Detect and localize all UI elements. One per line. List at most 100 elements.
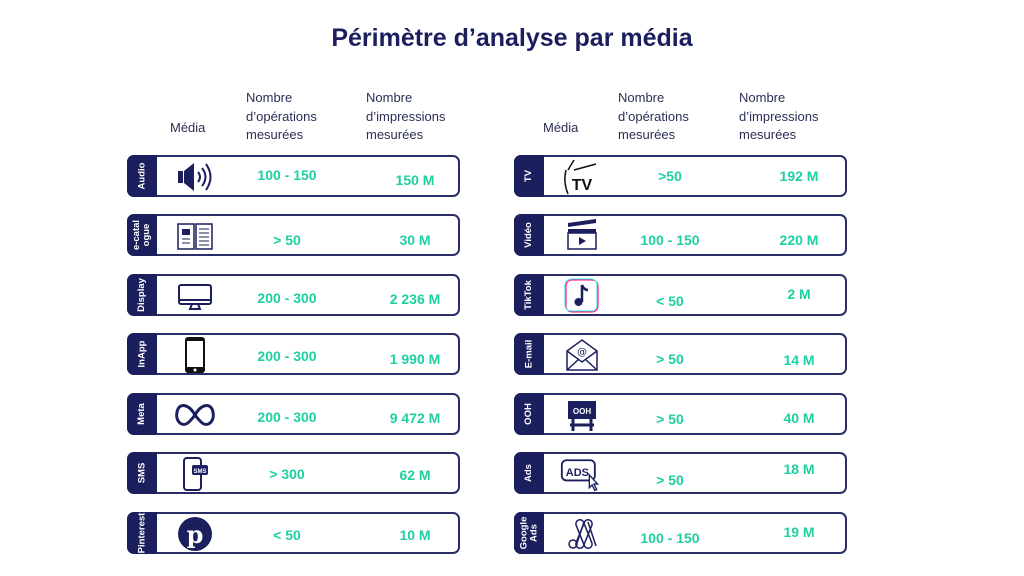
operations-value: > 50 [656,472,684,488]
svg-text:@: @ [577,347,587,358]
impressions-value: 192 M [779,168,819,184]
impressions-value: 2 236 M [389,291,441,307]
media-label: Meta [136,403,147,425]
header-text: mesurées [739,127,797,142]
media-row-pinterest: Pinterest p < 50 10 M [127,512,460,554]
header-text: mesurées [366,127,424,142]
header-operations-right: Nombre d’opérations mesurées [618,89,689,145]
header-text: Nombre [618,90,665,105]
email-icon: @ [560,337,604,373]
media-row-vidéo: Vidéo 100 - 150 220 M [514,214,847,256]
media-label: TikTok [523,280,534,310]
clapperboard-icon [560,218,604,254]
media-label-tab: Audio [127,155,157,197]
operations-value: > 50 [273,232,301,248]
impressions-value: 14 M [783,352,815,368]
media-row-sms: SMS SMS > 300 62 M [127,452,460,494]
impressions-value: 30 M [399,232,431,248]
header-text: d’impressions [739,108,819,124]
media-label: Pinterest [136,512,147,554]
media-row-audio: Audio 100 - 150 150 M [127,155,460,197]
impressions-value: 9 472 M [389,410,441,426]
media-label: Vidéo [522,222,534,248]
tiktok-logo-icon [560,278,604,314]
media-row-tiktok: TikTok < 50 2 M [514,274,847,316]
operations-value: 200 - 300 [257,290,317,306]
ads-click-icon: ADS [560,456,604,492]
impressions-value: 62 M [399,467,431,483]
media-label: InApp [135,340,147,368]
header-text: d’opérations [246,108,317,124]
billboard-icon: OOH [560,397,604,433]
pinterest-logo-icon: p [173,516,217,552]
media-label-tab: E-mail [514,333,544,375]
header-impressions: Nombre d’impressions mesurées [366,89,445,145]
impressions-value: 150 M [395,172,435,188]
impressions-value: 2 M [787,286,811,302]
media-row-inapp: InApp 200 - 300 1 990 M [127,333,460,375]
header-operations: Nombre d’opérations mesurées [246,89,317,145]
impressions-value: 1 990 M [389,351,441,367]
svg-text:OOH: OOH [573,407,591,416]
header-text: Nombre [246,90,293,105]
google-ads-logo-icon [560,516,604,552]
media-label: e-catal ogue [131,219,153,251]
media-label-tab: e-catal ogue [127,214,157,256]
operations-value: 100 - 150 [257,167,317,183]
operations-value: >50 [658,168,682,184]
header-impressions-right: Nombre d’impressions mesurées [739,89,818,145]
smartphone-icon [173,337,217,373]
meta-logo-icon [173,397,217,433]
header-text: mesurées [246,127,304,142]
svg-text:SMS: SMS [193,469,206,475]
header-text: d’opérations [618,108,689,124]
sms-phone-icon: SMS [173,456,217,492]
media-label: SMS [136,462,147,484]
operations-value: > 50 [656,351,684,367]
media-label-tab: Vidéo [514,214,544,256]
impressions-value: 220 M [779,232,819,248]
svg-text:ADS: ADS [566,467,589,479]
media-label: E-mail [522,339,534,369]
header-text: Nombre [366,90,413,105]
operations-value: 200 - 300 [257,409,317,425]
operations-value: > 50 [656,411,684,427]
page-title: Périmètre d’analyse par média [331,24,693,52]
impressions-value: 19 M [783,524,815,540]
speaker-icon [173,159,217,195]
operations-value: < 50 [656,293,684,309]
catalog-book-icon [173,218,217,254]
media-label-tab: Display [127,274,157,316]
media-label: TV [522,169,534,183]
media-label-tab: SMS [127,452,157,494]
tv-icon: TV [560,159,604,195]
media-label: Google Ads [518,516,540,550]
header-text: mesurées [618,127,676,142]
media-label: Ads [522,464,534,482]
header-media: Média [170,120,206,135]
svg-text:TV: TV [572,177,593,194]
media-label-tab: Google Ads [514,512,544,554]
media-label-tab: OOH [514,393,544,435]
impressions-value: 40 M [783,410,815,426]
media-label: OOH [522,403,534,425]
header-media-right: Média [543,120,579,135]
media-row-e-mail: E-mail @ > 50 14 M [514,333,847,375]
media-label-tab: TV [514,155,544,197]
media-label: Audio [135,162,147,190]
operations-value: 100 - 150 [640,232,700,248]
media-row-tv: TV TV >50 192 M [514,155,847,197]
media-row-meta: Meta 200 - 300 9 472 M [127,393,460,435]
media-label-tab: Meta [127,393,157,435]
media-row-display: Display 200 - 300 2 236 M [127,274,460,316]
media-row-e-catal-ogue: e-catal ogue > 50 30 M [127,214,460,256]
media-row-google-ads: Google Ads 100 - 150 19 M [514,512,847,554]
impressions-value: 10 M [399,527,431,543]
operations-value: > 300 [269,466,305,482]
media-row-ads: Ads ADS > 50 18 M [514,452,847,494]
media-label-tab: Pinterest [127,512,157,554]
impressions-value: 18 M [783,461,815,477]
header-text: d’impressions [366,108,446,124]
operations-value: 100 - 150 [640,530,700,546]
media-label-tab: Ads [514,452,544,494]
